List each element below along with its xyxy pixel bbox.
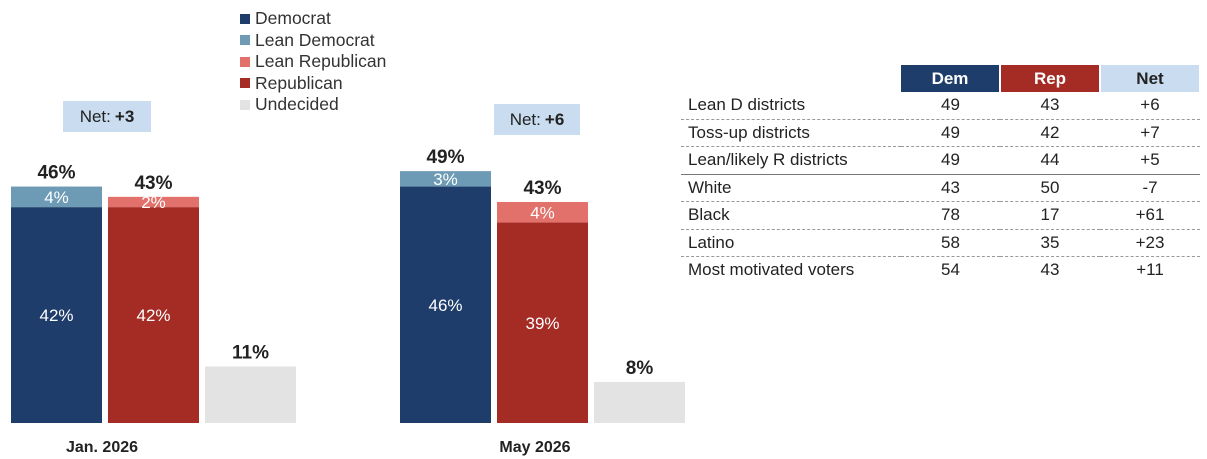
group-axis-label: May 2026 — [499, 439, 570, 456]
rep-total-label: 43% — [134, 173, 172, 194]
legend-item-republican: Republican — [240, 73, 386, 95]
row-rep-value: 43 — [1040, 260, 1060, 280]
undecided-label: 11% — [232, 342, 269, 363]
row-net-value: +6 — [1100, 92, 1200, 120]
row-rep-value: 42 — [1000, 119, 1100, 147]
legend-label-lean-republican: Lean Republican — [255, 51, 387, 72]
legend-item-lean-republican: Lean Republican — [240, 51, 386, 73]
table-row: White 43 50 -7 — [681, 174, 1200, 202]
table-row: Most motivated voters 54 43 +11 — [681, 257, 1200, 284]
undecided-bar — [205, 366, 296, 423]
row-dem-value: 49 — [901, 119, 1000, 147]
group-axis-label: Jan. 2026 — [66, 439, 138, 456]
legend-item-lean-democrat: Lean Democrat — [240, 30, 386, 52]
row-label: Latino — [681, 229, 901, 257]
row-rep-value: 44 — [1000, 146, 1100, 175]
net-badge-label: Net: — [509, 109, 541, 129]
net-badge-may-2026: Net: +6 — [494, 104, 580, 135]
dem-lean-label: 3% — [433, 170, 458, 189]
chart-legend: Democrat Lean Democrat Lean Republican R… — [240, 8, 386, 116]
legend-label-republican: Republican — [255, 72, 343, 93]
subgroup-table-grid: Dem Rep Net Lean D districts 49 43 +6 To… — [681, 65, 1201, 284]
net-badge-value: +6 — [544, 109, 565, 129]
dem-lean-bar — [400, 171, 491, 187]
legend-item-undecided: Undecided — [240, 94, 386, 116]
table-header-row: Dem Rep Net — [681, 65, 1201, 92]
row-rep-value: 35 — [1000, 229, 1100, 257]
rep-base-label: 39% — [525, 314, 559, 333]
row-rep-value: 17 — [1000, 201, 1100, 230]
row-label: White — [681, 174, 901, 202]
dem-base-label: 42% — [39, 306, 73, 325]
dem-base-label: 46% — [428, 296, 462, 315]
legend-label-democrat: Democrat — [255, 8, 331, 29]
subgroup-table: Dem Rep Net Lean D districts 49 43 +6 To… — [681, 65, 1201, 284]
table-header-dem: Dem — [901, 65, 1001, 92]
row-label: Most motivated voters — [688, 260, 855, 280]
rep-lean-bar — [497, 201, 588, 223]
table-row: Lean D districts 49 43 +6 — [681, 92, 1200, 120]
row-dem-value: 49 — [901, 146, 1000, 175]
net-badge-label: Net: — [79, 106, 111, 126]
row-net-value: +5 — [1100, 146, 1200, 175]
row-dem-value: 43 — [901, 174, 1000, 202]
dem-base-bar — [400, 186, 491, 423]
dem-base-bar — [11, 207, 102, 423]
rep-lean-bar — [108, 196, 199, 208]
row-label: Lean D districts — [681, 92, 901, 120]
dem-lean-label: 4% — [44, 188, 69, 207]
row-label: Toss-up districts — [681, 119, 901, 147]
row-rep-value: 50 — [1000, 174, 1100, 202]
row-dem-value: 49 — [901, 92, 1000, 120]
dem-lean-bar — [11, 186, 102, 208]
row-net-value: +61 — [1100, 201, 1200, 230]
legend-item-democrat: Democrat — [240, 8, 386, 30]
legend-label-undecided: Undecided — [255, 94, 339, 115]
row-label: Black — [681, 201, 901, 230]
row-dem-value: 78 — [901, 201, 1000, 230]
table-header-rep: Rep — [1000, 65, 1101, 92]
rep-lean-label: 4% — [530, 203, 555, 222]
dem-total-label: 46% — [37, 163, 75, 184]
net-badge-value: +3 — [114, 106, 135, 126]
row-label: Lean/likely R districts — [681, 146, 901, 175]
net-badge-jan-2026: Net: +3 — [63, 101, 151, 132]
undecided-bar — [594, 381, 685, 423]
table-header-corner — [681, 65, 901, 92]
rep-total-label: 43% — [523, 178, 561, 199]
legend-swatch-undecided — [240, 99, 250, 110]
row-net-value: -7 — [1100, 174, 1200, 202]
table-header-net: Net — [1100, 65, 1201, 92]
table-row: Lean/likely R districts 49 44 +5 — [681, 146, 1200, 175]
row-net-value: +23 — [1100, 229, 1200, 257]
row-rep-value: 43 — [1000, 92, 1100, 120]
legend-label-lean-democrat: Lean Democrat — [255, 29, 375, 50]
legend-swatch-lean-republican — [240, 56, 250, 67]
table-row: Latino 58 35 +23 — [681, 229, 1200, 257]
legend-swatch-republican — [240, 78, 250, 89]
stacked-bar-chart: 42%4%46%42%2%43%11%Jan. 202646%3%49%39%4… — [11, 147, 685, 456]
row-net-value: +7 — [1100, 119, 1200, 147]
row-net-value: +11 — [1136, 260, 1164, 280]
legend-swatch-democrat — [240, 13, 250, 24]
rep-base-bar — [108, 207, 199, 423]
table-row: Black 78 17 +61 — [681, 201, 1200, 230]
rep-lean-label: 2% — [141, 193, 166, 212]
row-dem-value: 54 — [941, 260, 960, 280]
row-dem-value: 58 — [901, 229, 1000, 257]
rep-base-label: 42% — [136, 306, 170, 325]
table-row: Toss-up districts 49 42 +7 — [681, 119, 1200, 147]
legend-swatch-lean-democrat — [240, 35, 250, 46]
undecided-label: 8% — [626, 358, 654, 379]
rep-base-bar — [497, 222, 588, 423]
dem-total-label: 49% — [426, 147, 464, 168]
